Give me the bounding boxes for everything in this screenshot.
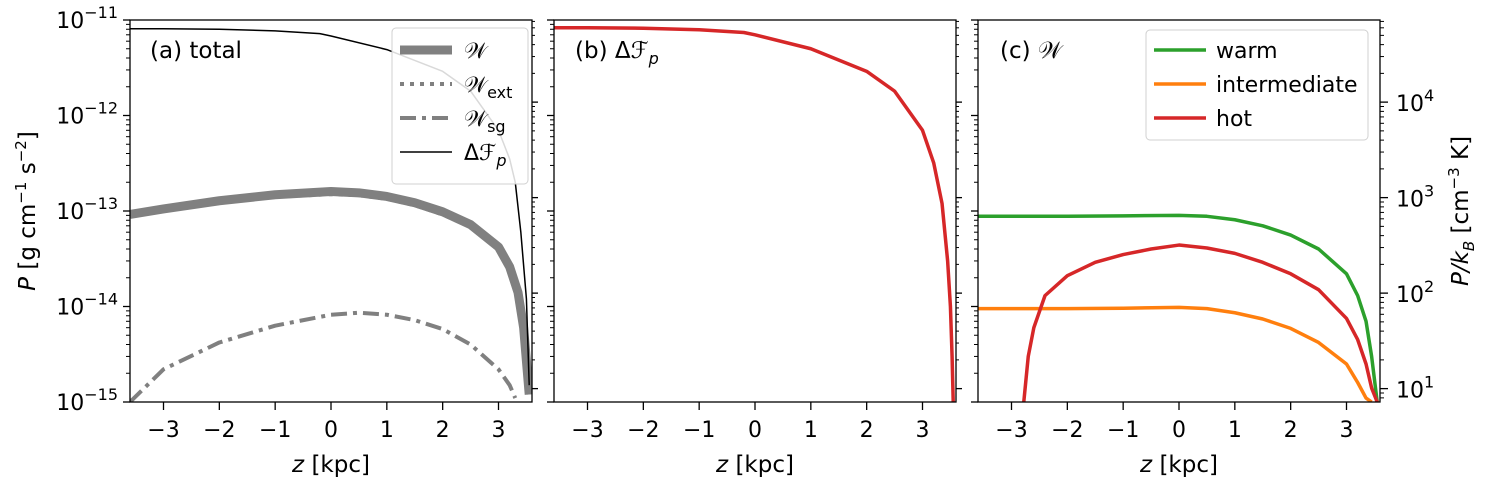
y-tick-label: 10−13 (56, 194, 118, 225)
legend-box-a (391, 27, 529, 185)
x-tick-label: 0 (748, 418, 762, 443)
x-tick-label: 2 (436, 418, 450, 443)
x-tick-label: −3 (995, 418, 1027, 443)
series-line-2-0 (978, 213, 1379, 402)
right-y-axis-label-c: P/kB [cm−3 K] (1445, 136, 1478, 286)
x-tick-label: −2 (203, 418, 235, 443)
x-tick-label: 3 (492, 418, 506, 443)
legend-label: warm (1216, 39, 1278, 64)
panel-title-b: (b) Δℱp (575, 38, 659, 68)
x-tick-label: −1 (259, 418, 291, 443)
x-tick-label: −2 (1051, 418, 1083, 443)
x-tick-label: 0 (1172, 418, 1186, 443)
x-tick-label: −1 (683, 418, 715, 443)
series-line-2-2 (1022, 243, 1379, 402)
series-line-0-2 (130, 310, 518, 402)
y-tick-label: 10−11 (56, 3, 118, 34)
x-tick-label: 3 (1340, 418, 1354, 443)
right-y-tick-label: 104 (1396, 86, 1434, 117)
right-y-tick-label: 101 (1396, 373, 1434, 404)
panel-c: −3 −2 −1 0 1 2 3 101 102 103 104 (c) 𝒲 warm interme… (971, 19, 1478, 478)
legend-label: hot (1216, 107, 1252, 132)
axes-frame-b (553, 19, 957, 403)
legend-c: warm intermediate hot (1145, 29, 1369, 141)
right-y-tick-label: 102 (1396, 277, 1434, 308)
x-axis-label-a: z [kpc] (291, 452, 370, 478)
y-tick-label: 10−15 (56, 385, 118, 416)
panel-title-a: (a) total (150, 38, 242, 64)
x-tick-label: 0 (324, 418, 338, 443)
series-line-2-1 (978, 305, 1373, 402)
series-line-1-0 (554, 25, 955, 402)
series-line-0-0 (130, 187, 532, 395)
x-tick-label: −1 (1107, 418, 1139, 443)
x-axis-label-b: z [kpc] (715, 452, 794, 478)
x-tick-label: −3 (147, 418, 179, 443)
x-axis-label-c: z [kpc] (1139, 452, 1218, 478)
legend-label: Δℱp (464, 141, 507, 170)
legend-a: 𝒲 𝒲ext 𝒲sg Δℱp (391, 27, 529, 185)
panel-a: −3 −2 −1 0 1 2 3 10−15 10−14 10−13 10−12 10−11 (a) … (12, 3, 538, 478)
right-y-tick-label: 103 (1396, 182, 1434, 213)
series-line-0-1 (130, 192, 532, 395)
legend-label: 𝒲 (464, 39, 489, 64)
legend-box-c (1145, 29, 1369, 141)
x-tick-label: −3 (571, 418, 603, 443)
legend-label: 𝒲ext (464, 73, 512, 102)
x-tick-label: −2 (627, 418, 659, 443)
y-tick-label: 10−12 (56, 99, 118, 130)
legend-label: 𝒲sg (464, 107, 506, 136)
y-tick-label: 10−14 (56, 290, 118, 321)
x-tick-label: 2 (1284, 418, 1298, 443)
panel-title-c: (c) 𝒲 (1000, 38, 1064, 64)
x-tick-label: 2 (860, 418, 874, 443)
y-axis-label-a: P [g cm−1 s−2] (12, 131, 41, 291)
x-tick-label: 1 (380, 418, 394, 443)
panel-b: −3 −2 −1 0 1 2 3 (b) Δℱp z [kpc] (547, 19, 962, 478)
legend-label: intermediate (1216, 73, 1358, 98)
x-tick-label: 1 (1228, 418, 1242, 443)
x-tick-label: 3 (916, 418, 930, 443)
x-tick-label: 1 (804, 418, 818, 443)
